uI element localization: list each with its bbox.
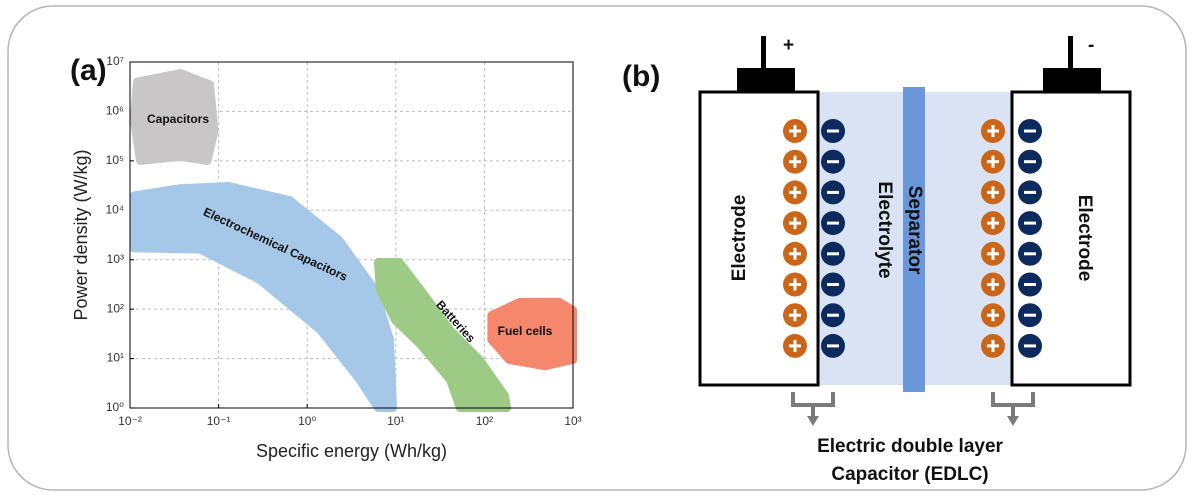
figure: (a) (b) 10⁻² 10⁻¹ 10⁰ 10¹ 10² 10³ 10⁰ 10¹ 10² 10³… [0, 0, 1193, 495]
panel-label: (a) [70, 54, 107, 87]
terminal [1043, 68, 1101, 92]
electrolyte-label: Electrolyte [874, 181, 895, 278]
x-tick-label: 10⁰ [298, 414, 316, 428]
diagram: + - Electrode Electrode Electrolyte Sepa… [700, 35, 1130, 485]
terminal-wire [761, 36, 766, 68]
bracket-right [993, 392, 1033, 418]
x-tick-label: 10¹ [387, 414, 404, 428]
bracket [793, 392, 1033, 418]
y-tick-label: 10¹ [107, 351, 124, 365]
arrow-head [807, 416, 1019, 426]
terminal [737, 68, 795, 92]
y-tick-label: 10⁴ [105, 202, 124, 216]
x-tick-label: 10⁻¹ [207, 414, 231, 428]
y-tick-label: 10⁰ [106, 400, 124, 414]
y-tick-label: 10³ [107, 252, 124, 266]
plot: 10⁻² 10⁻¹ 10⁰ 10¹ 10² 10³ 10⁰ 10¹ 10² 10³ 10⁴ 10⁵ 10… [71, 54, 582, 461]
panel-label: (b) [622, 60, 660, 93]
x-tick-label: 10³ [564, 414, 581, 428]
region-label: Capacitors [147, 112, 209, 126]
region-label: Fuel cells [498, 324, 553, 338]
x-tick-label: 10⁻² [118, 414, 142, 428]
terminal-sign: - [1088, 35, 1094, 56]
bracket-left [793, 392, 833, 418]
electrode-label: Electrode [1074, 195, 1095, 282]
x-axis-label: Specific energy (Wh/kg) [256, 441, 447, 461]
y-tick-label: 10⁷ [106, 54, 124, 68]
electrode-label: Electrode [729, 195, 750, 282]
x-tick-label: 10² [476, 414, 493, 428]
terminal-wire [1068, 36, 1073, 68]
caption: Capacitor (EDLC) [831, 464, 988, 485]
separator-label: Separator [904, 186, 925, 275]
page: {"panels": ["(a)", "(b)"], "chart_data":… [0, 0, 1193, 495]
caption: Electric double layer [817, 436, 1003, 457]
y-tick-label: 10⁶ [106, 104, 124, 118]
terminal-sign: + [783, 35, 794, 56]
y-tick-label: 10⁵ [106, 153, 124, 167]
y-tick-label: 10² [107, 301, 124, 315]
region [134, 186, 393, 408]
y-axis-label: Power density (W/kg) [71, 149, 91, 320]
